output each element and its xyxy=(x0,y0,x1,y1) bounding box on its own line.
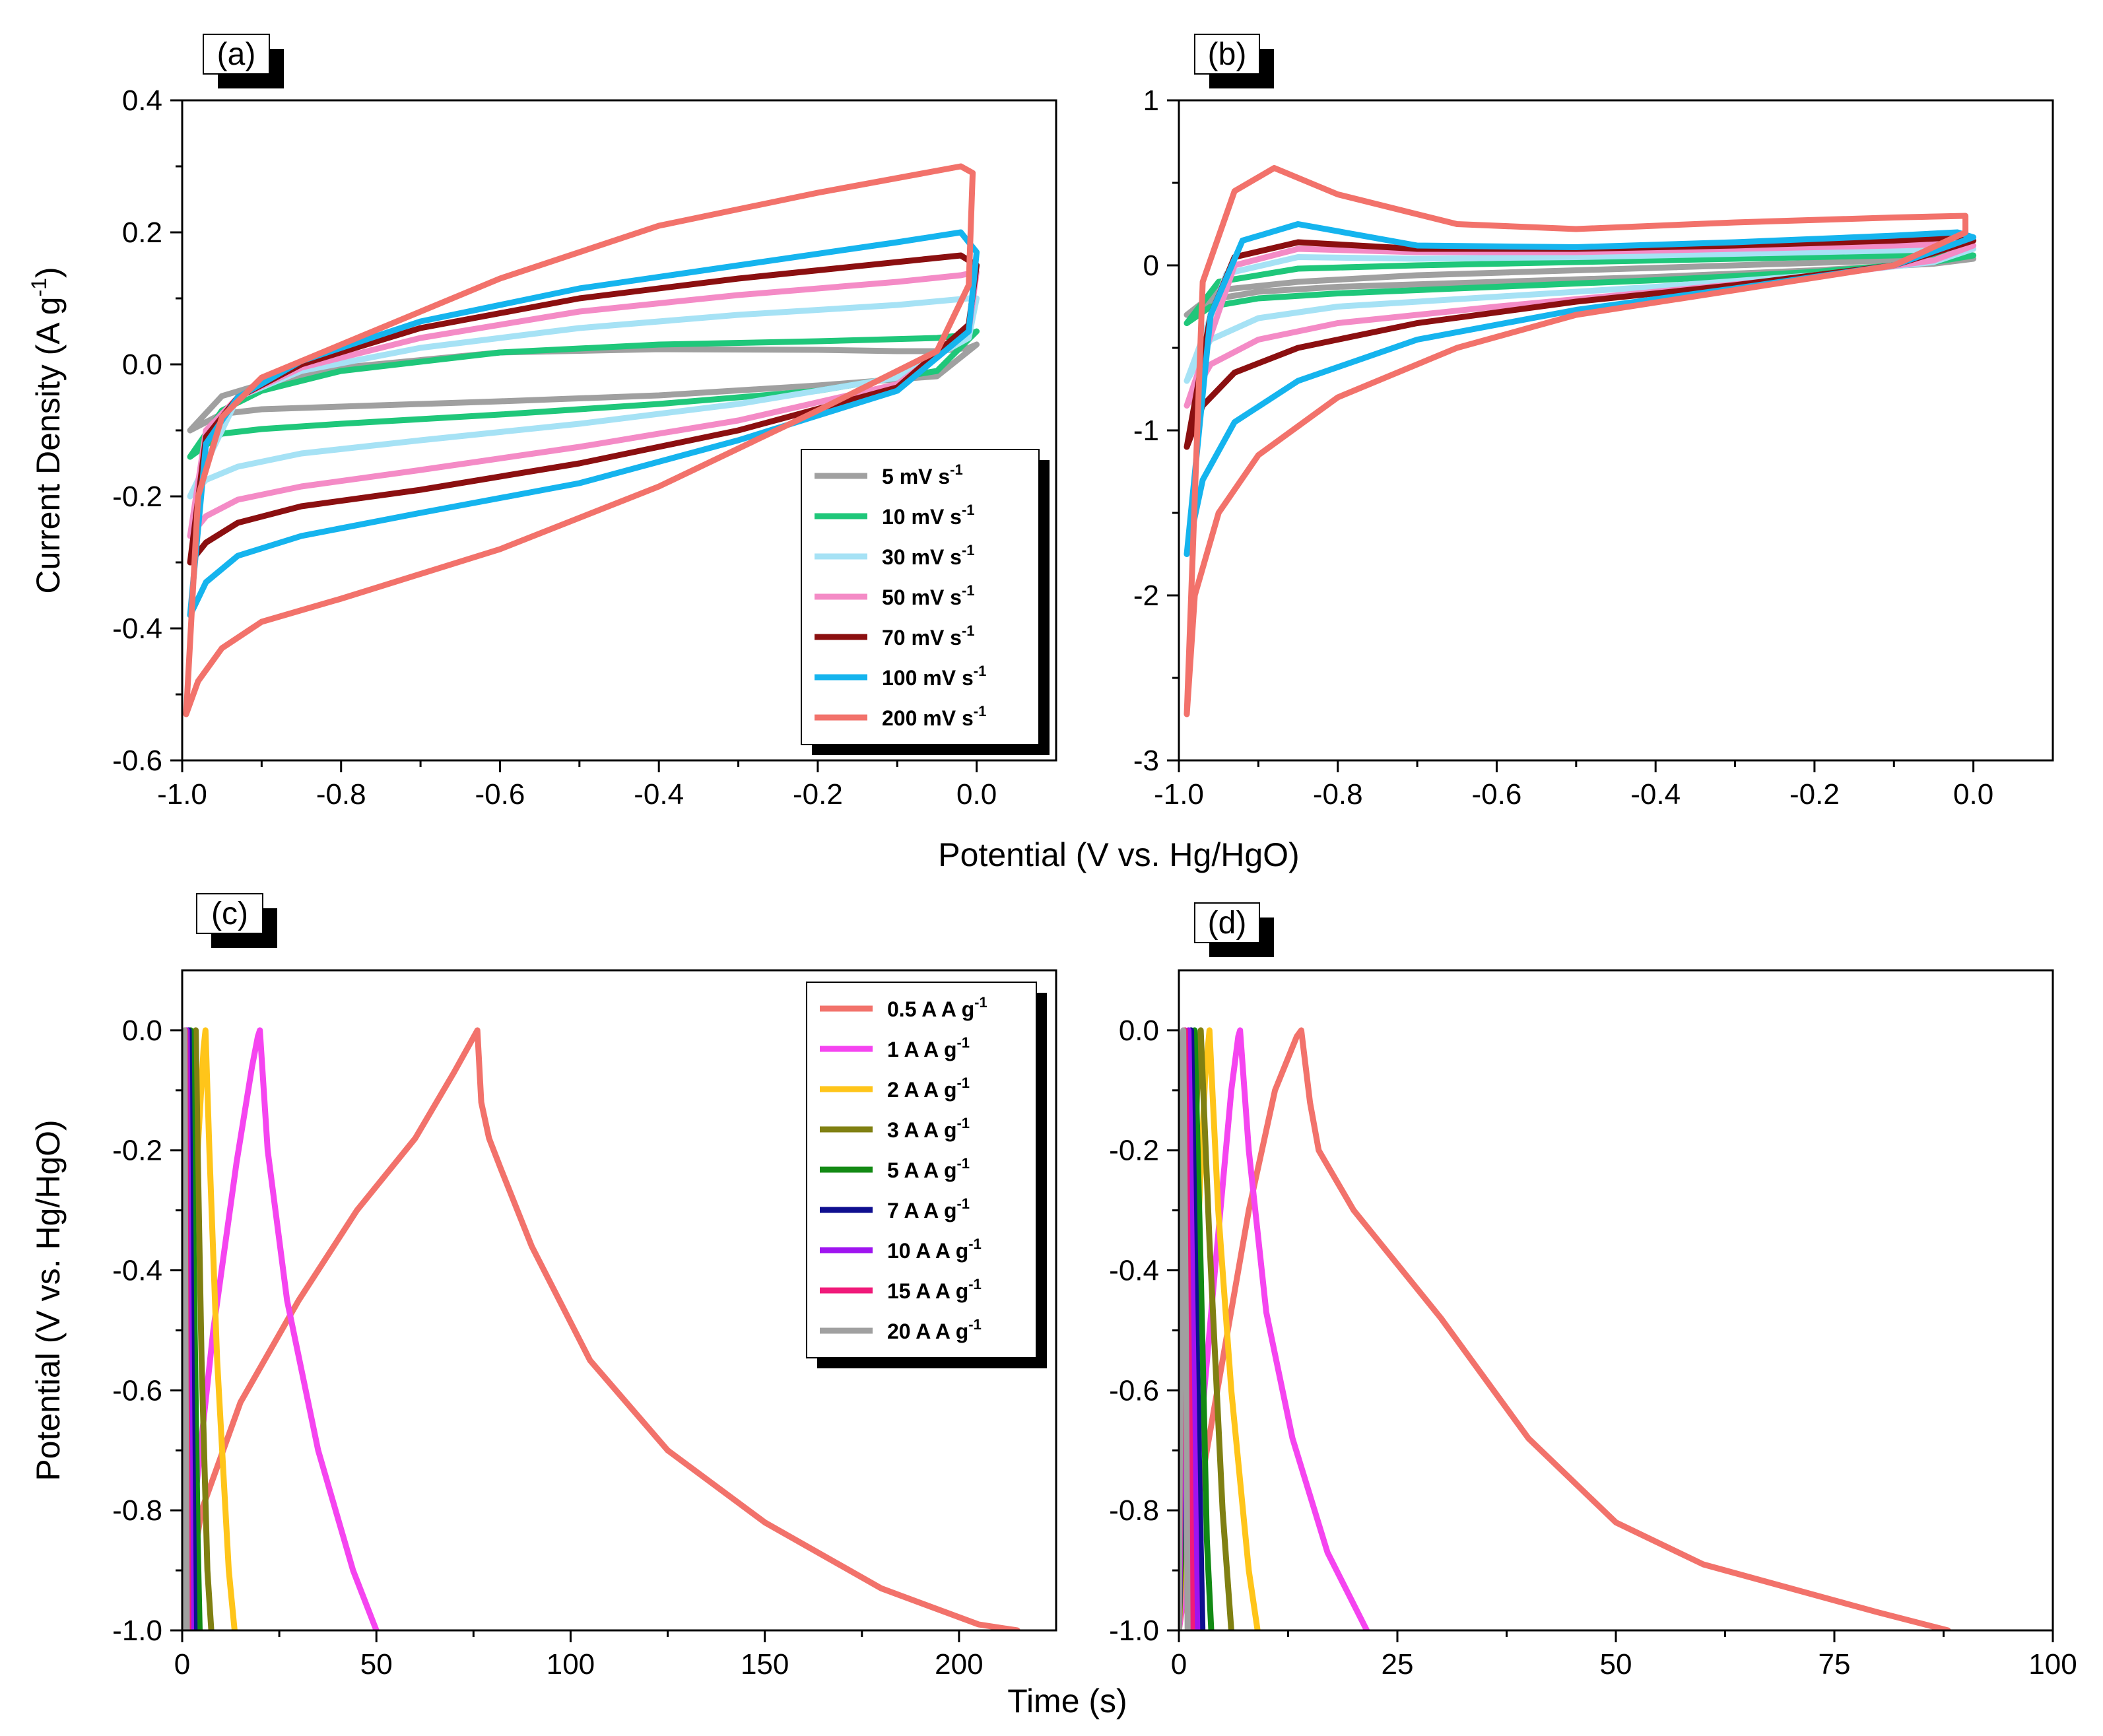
y-tick-label: -0.4 xyxy=(112,1255,162,1287)
x-tick-label: 150 xyxy=(741,1648,789,1681)
y-tick-label: -0.6 xyxy=(112,1374,162,1407)
series-line-10-mV xyxy=(1184,251,1977,326)
y-tick-label: -1.0 xyxy=(1109,1615,1159,1647)
time-x-axis-label: Time (s) xyxy=(1007,1683,1127,1719)
legend-entry: 15 A A g-1 xyxy=(887,1276,982,1303)
legend-entry: 7 A A g-1 xyxy=(887,1195,970,1222)
x-tick-label: 0.0 xyxy=(1953,778,1993,811)
y-tick-label: -2 xyxy=(1133,580,1159,612)
series-line-30-mV xyxy=(1184,246,1977,384)
legend-entry: 2 A A g-1 xyxy=(887,1075,970,1102)
x-tick-label: 50 xyxy=(1600,1648,1632,1681)
x-tick-label: -0.8 xyxy=(1313,778,1363,811)
series-line-0-5-A xyxy=(1179,1027,1951,1630)
panel-label: (b) xyxy=(1208,37,1247,72)
y-tick-label: -0.2 xyxy=(1109,1135,1159,1167)
panel-a: -1.0 -0.8 -0.6 -0.4 -0.2 0.0 -0.6 -0.4 -0.2 0.0 0.… xyxy=(27,34,1057,811)
y-tick-label: -0.4 xyxy=(112,613,162,645)
legend-entry: 10 A A g-1 xyxy=(887,1236,982,1263)
panel-label-box xyxy=(1194,34,1260,75)
x-tick-label: 50 xyxy=(360,1648,393,1681)
y-tick-label: -0.8 xyxy=(1109,1494,1159,1527)
potential-x-axis-label: Potential (V vs. Hg/HgO) xyxy=(938,836,1299,873)
y-axis-label: Current Density (A g-1) xyxy=(27,267,67,593)
y-tick-label: -0.6 xyxy=(112,745,162,777)
x-tick-label: -0.4 xyxy=(634,778,684,811)
y-tick-label: 0.0 xyxy=(122,349,162,381)
x-tick-label: -0.2 xyxy=(1789,778,1840,811)
x-tick-label: -0.2 xyxy=(793,778,843,811)
legend-entry: 200 mV s-1 xyxy=(882,703,986,730)
y-tick-label: -0.6 xyxy=(1109,1374,1159,1407)
plot-frame xyxy=(1178,99,2054,762)
y-tick-label: -0.8 xyxy=(112,1494,162,1527)
legend-entry: 70 mV s-1 xyxy=(882,622,975,650)
plot-frame xyxy=(1178,969,2054,1632)
series-line-5-mV xyxy=(1184,255,1977,318)
series-line-50-mV xyxy=(1184,241,1977,409)
y-axis-label: Potential (V vs. Hg/HgO) xyxy=(30,1119,67,1481)
legend-entry: 1 A A g-1 xyxy=(887,1034,970,1061)
legend: 0.5 A A g-1 1 A A g-1 2 A A g-1 3 A A g-1 5 … xyxy=(806,982,1047,1368)
legend: 5 mV s-1 10 mV s-1 30 mV s-1 50 mV s-1 70 mV… xyxy=(801,449,1050,755)
x-tick-label: 0 xyxy=(1171,1648,1187,1681)
panel-label-box xyxy=(1194,902,1260,943)
x-tick-label: -0.4 xyxy=(1630,778,1681,811)
panel-d: 0 25 50 75 100 -1.0 -0.8 -0.6 -0.4 -0.2 0.0 (d) xyxy=(1109,902,2077,1681)
legend-entry: 3 A A g-1 xyxy=(887,1115,970,1142)
x-tick-label: -0.6 xyxy=(475,778,525,811)
y-tick-label: 0.2 xyxy=(122,217,162,249)
x-tick-label: -1.0 xyxy=(1154,778,1204,811)
series-line-20-A xyxy=(1179,1027,1191,1630)
panel-c: 0 50 100 150 200 -1.0 -0.8 -0.6 -0.4 -0.2 0.0 Poten… xyxy=(30,893,1057,1681)
panel-label-box xyxy=(196,893,263,934)
legend-entry: 30 mV s-1 xyxy=(882,542,975,569)
y-tick-label: -3 xyxy=(1133,745,1159,777)
x-tick-label: -1.0 xyxy=(157,778,207,811)
x-tick-label: 0.0 xyxy=(956,778,997,811)
x-tick-label: 25 xyxy=(1382,1648,1414,1681)
series-line-200-mV xyxy=(1184,165,1969,718)
series-line-5-mV xyxy=(187,341,980,434)
y-tick-label: -0.2 xyxy=(112,481,162,513)
x-tick-label: 100 xyxy=(2028,1648,2077,1681)
y-tick-label: -0.4 xyxy=(1109,1255,1159,1287)
panel-label: (a) xyxy=(217,37,256,72)
plot-frame xyxy=(181,969,1057,1632)
panel-b: -1.0 -0.8 -0.6 -0.4 -0.2 0.0 -3 -2 -1 0 1 (b) xyxy=(1133,34,2054,811)
y-tick-label: 0.0 xyxy=(122,1015,162,1047)
y-tick-label: -0.2 xyxy=(112,1135,162,1167)
legend-entry: 5 A A g-1 xyxy=(887,1155,970,1182)
x-tick-label: -0.6 xyxy=(1472,778,1522,811)
x-tick-label: -0.8 xyxy=(316,778,366,811)
y-tick-label: 0.0 xyxy=(1119,1015,1159,1047)
x-tick-label: 100 xyxy=(547,1648,595,1681)
y-tick-label: 0 xyxy=(1143,250,1159,282)
legend-entry: 5 mV s-1 xyxy=(882,461,963,488)
y-tick-label: 0.4 xyxy=(122,84,162,117)
legend-entry: 100 mV s-1 xyxy=(882,663,986,690)
x-tick-label: 75 xyxy=(1819,1648,1851,1681)
legend-entry: 0.5 A A g-1 xyxy=(887,994,987,1021)
panel-label: (d) xyxy=(1208,906,1247,941)
legend-entry: 50 mV s-1 xyxy=(882,582,975,609)
legend-entry: 10 mV s-1 xyxy=(882,502,975,529)
legend-entry: 20 A A g-1 xyxy=(887,1316,982,1343)
y-tick-label: -1 xyxy=(1133,415,1159,447)
y-tick-label: 1 xyxy=(1143,84,1159,117)
series-line-200-mV xyxy=(183,163,976,718)
series-line-1-A xyxy=(182,1027,380,1630)
x-tick-label: 200 xyxy=(935,1648,983,1681)
panel-label-box xyxy=(203,34,270,75)
panel-label: (c) xyxy=(211,896,248,931)
y-tick-label: -1.0 xyxy=(112,1615,162,1647)
series-line-1-A xyxy=(1179,1027,1370,1630)
x-tick-label: 0 xyxy=(174,1648,190,1681)
